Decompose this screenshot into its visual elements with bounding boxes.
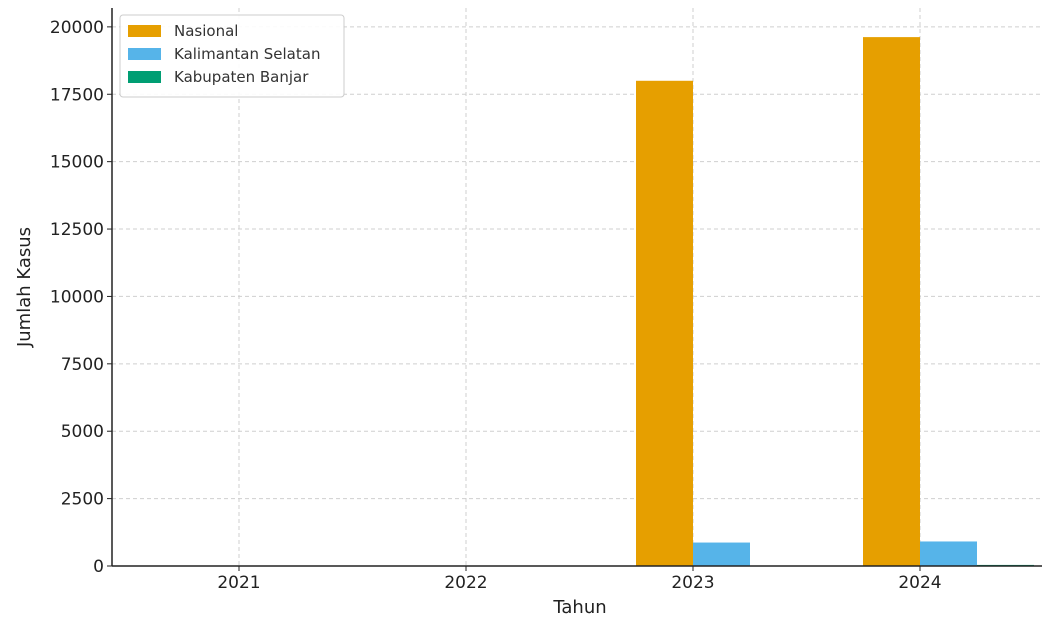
legend-label: Kalimantan Selatan	[174, 45, 320, 63]
legend-swatch	[128, 71, 161, 83]
legend-label: Nasional	[174, 22, 238, 40]
legend: Nasional Kalimantan Selatan Kabupaten Banj…	[119, 14, 345, 98]
x-tick-label: 2021	[217, 573, 260, 593]
bar-kalimantan-selatan-2023	[693, 542, 750, 566]
y-tick-label: 10000	[50, 287, 104, 307]
bar-nasional-2023	[636, 80, 693, 567]
legend-frame	[119, 14, 345, 98]
y-tick-label: 0	[93, 557, 104, 577]
y-axis-title: Jumlah Kasus	[14, 227, 35, 348]
bar-kalimantan-selatan-2024	[920, 541, 977, 566]
bars	[636, 37, 1034, 567]
legend-items: Nasional Kalimantan Selatan Kabupaten Banj…	[128, 22, 320, 86]
x-axis-title: Tahun	[552, 597, 606, 617]
y-tick-label: 7500	[61, 355, 104, 375]
legend-label: Kabupaten Banjar	[174, 68, 309, 86]
y-tick-label: 15000	[50, 153, 104, 173]
y-tick-label: 5000	[61, 422, 104, 442]
y-tick-label: 2500	[61, 490, 104, 510]
legend-swatch	[128, 48, 161, 60]
axes	[111, 8, 1042, 567]
x-tick-label: 2023	[671, 573, 714, 593]
y-tick-label: 17500	[50, 85, 104, 105]
bar-nasional-2024	[863, 37, 920, 567]
legend-swatch	[128, 25, 161, 37]
x-tick-label: 2024	[898, 573, 941, 593]
x-tick-label: 2022	[444, 573, 487, 593]
y-tick-label: 20000	[50, 18, 104, 38]
y-tick-label: 12500	[50, 220, 104, 240]
tick-labels: 0 2500 5000 7500 10000 12500 15000 17500 20000 20…	[50, 18, 942, 593]
